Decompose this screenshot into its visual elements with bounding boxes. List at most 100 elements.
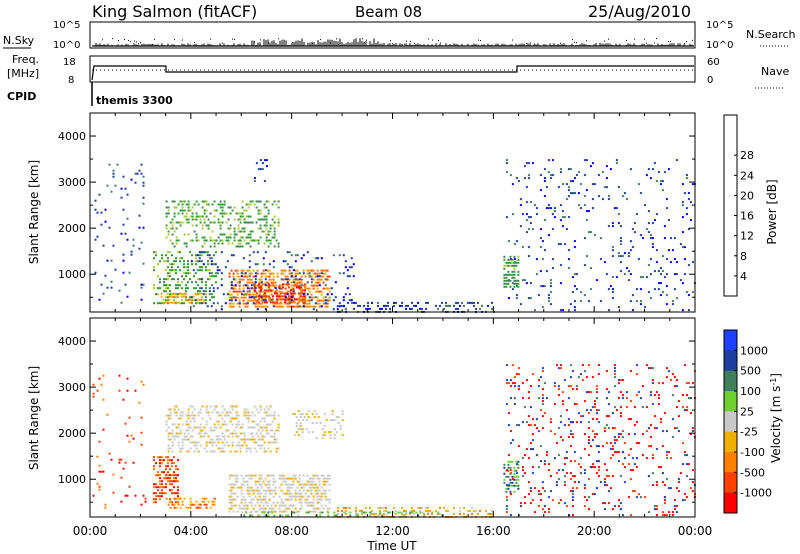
scatter-cell [311,422,314,425]
scatter-cell [239,236,242,239]
nsearch-point [254,41,255,43]
scatter-cell [157,495,159,498]
colorbar-swatch [724,492,737,514]
scatter-cell [631,490,634,493]
scatter-cell [234,477,237,480]
scatter-cell [169,468,171,471]
scatter-cell [236,296,239,299]
scatter-cell [281,295,284,298]
scatter-cell [383,506,385,509]
scatter-cell [215,435,218,438]
scatter-cell [153,257,155,260]
scatter-cell [328,296,331,299]
scatter-cell [509,478,512,481]
scatter-cell [276,302,279,305]
scatter-cell [411,511,414,514]
scatter-cell [268,296,271,299]
scatter-cell [671,418,674,421]
scatter-cell [304,284,307,287]
scatter-cell [275,429,278,432]
scatter-cell [169,221,172,224]
scatter-cell [314,305,317,308]
scatter-cell [559,309,562,312]
scatter-cell [625,267,628,270]
scatter-cell [296,302,299,305]
scatter-cell [219,200,222,203]
scatter-cell [549,177,552,180]
scatter-cell [547,508,550,511]
scatter-cell [669,487,672,490]
scatter-cell [175,435,178,438]
colorbar-swatch [724,391,737,412]
scatter-cell [249,236,252,239]
scatter-cell [270,504,273,507]
scatter-cell [268,290,271,293]
scatter-cell [322,272,325,275]
scatter-cell [655,448,658,451]
scatter-cell [268,287,271,290]
scatter-cell [649,367,652,370]
scatter-cell [263,435,266,438]
scatter-cell [167,275,169,278]
scatter-cell [623,252,626,255]
scatter-cell [617,222,620,225]
scatter-cell [559,421,562,424]
scatter-cell [212,290,215,293]
scatter-cell [545,186,548,189]
scatter-cell [595,391,598,394]
scatter-cell [248,501,251,504]
scatter-cell [278,290,281,293]
scatter-cell [246,290,249,293]
scatter-cell [100,223,103,226]
scatter-cell [567,216,570,219]
scatter-cell [245,408,248,411]
scatter-cell [543,463,546,466]
scatter-cell [555,364,558,367]
scatter-cell [675,406,678,409]
scatter-cell [312,483,315,486]
scatter-cell [253,283,256,286]
scatter-cell [223,438,226,441]
scatter-cell [517,445,520,448]
scatter-cell [341,434,344,437]
scatter-cell [179,432,182,435]
scatter-cell [92,494,95,497]
scatter-cell [661,382,664,385]
scatter-cell [243,432,246,435]
scatter-cell [613,439,616,442]
nsearch-label: N.Search [746,28,796,41]
scatter-cell [491,512,493,515]
scatter-cell [517,279,520,282]
scatter-cell [563,463,566,466]
scatter-cell [385,506,387,509]
scatter-cell [238,281,241,284]
scatter-cell [183,435,186,438]
scatter-cell [539,460,542,463]
scatter-cell [308,480,311,483]
scatter-cell [409,512,411,515]
scatter-cell [645,430,648,433]
scatter-cell [587,442,590,445]
scatter-cell [625,406,628,409]
scatter-cell [623,442,626,445]
scatter-cell [601,445,604,448]
scatter-cell [328,275,331,278]
scatter-cell [561,391,564,394]
scatter-cell [619,475,622,478]
scatter-cell [277,242,280,245]
scatter-cell [161,495,163,498]
scatter-cell [685,394,688,397]
scatter-cell [278,495,281,498]
scatter-cell [567,258,570,261]
scatter-cell [180,295,183,298]
scatter-cell [345,506,347,509]
scatter-cell [355,511,358,514]
scatter-cell [617,397,620,400]
scatter-cell [94,271,97,274]
scatter-cell [120,232,123,235]
nsearch-point [684,43,685,45]
scatter-cell [417,301,419,304]
scatter-cell [627,270,630,273]
scatter-cell [647,291,650,294]
scatter-cell [173,497,176,500]
